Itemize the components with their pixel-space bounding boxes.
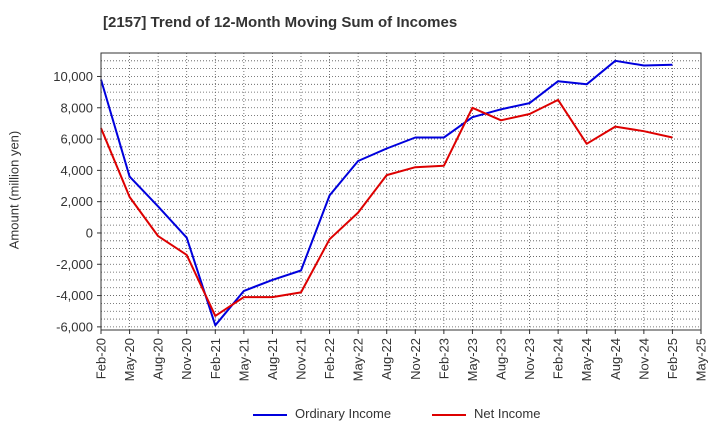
plot-border (100, 52, 702, 331)
x-tick-label: May-23 (465, 338, 480, 381)
x-tick-label: Aug-24 (608, 338, 623, 380)
y-tick-label: -6,000 (56, 319, 93, 334)
y-tick-label: -4,000 (56, 288, 93, 303)
y-tick-label: 2,000 (60, 194, 93, 209)
legend-item: Net Income (432, 406, 540, 421)
x-tick-label: May-22 (351, 338, 366, 381)
legend-label: Net Income (474, 406, 541, 421)
x-tick-label: May-21 (236, 338, 251, 381)
legend-swatch (253, 413, 287, 416)
legend-item: Ordinary Income (253, 406, 391, 421)
x-tick-label: May-24 (579, 338, 594, 381)
legend: Ordinary Income Net Income (0, 400, 720, 430)
x-tick-label: Feb-21 (208, 338, 223, 379)
x-tick-label: May-25 (694, 338, 709, 381)
x-tick-label: Feb-23 (436, 338, 451, 379)
x-tick-label: Feb-20 (94, 338, 109, 379)
y-tick-label: 6,000 (60, 132, 93, 147)
x-tick-label: Nov-21 (294, 338, 309, 380)
series-line-ordinary-income (100, 59, 673, 327)
x-tick-label: Nov-23 (522, 338, 537, 380)
y-tick-label: 4,000 (60, 163, 93, 178)
chart-title: [2157] Trend of 12-Month Moving Sum of I… (103, 14, 458, 31)
x-tick-label: May-20 (122, 338, 137, 381)
x-tick-label: Aug-23 (494, 338, 509, 380)
x-tick-label: Aug-21 (265, 338, 280, 380)
series-line-net-income (100, 98, 673, 317)
legend-label: Ordinary Income (295, 406, 392, 421)
y-tick-label: 0 (86, 225, 93, 240)
y-tick-label: 10,000 (53, 69, 93, 84)
x-tick-label: Aug-20 (151, 338, 166, 380)
x-tick-label: Feb-25 (665, 338, 680, 379)
x-tick-label: Nov-24 (636, 338, 651, 380)
plot-background (101, 53, 701, 330)
x-tick-label: Aug-22 (379, 338, 394, 380)
legend-swatch (432, 413, 466, 416)
x-tick-label: Nov-22 (408, 338, 423, 380)
y-tick-label: 8,000 (60, 100, 93, 115)
x-tick-label: Feb-24 (551, 338, 566, 379)
plot-area: -6,000 -4,000 -2,000 0 2,000 4,000 6,000 8,000 1… (53, 52, 709, 381)
y-tick-label: -2,000 (56, 257, 93, 272)
x-tick-label: Nov-20 (179, 338, 194, 380)
x-tick-label: Feb-22 (322, 338, 337, 379)
